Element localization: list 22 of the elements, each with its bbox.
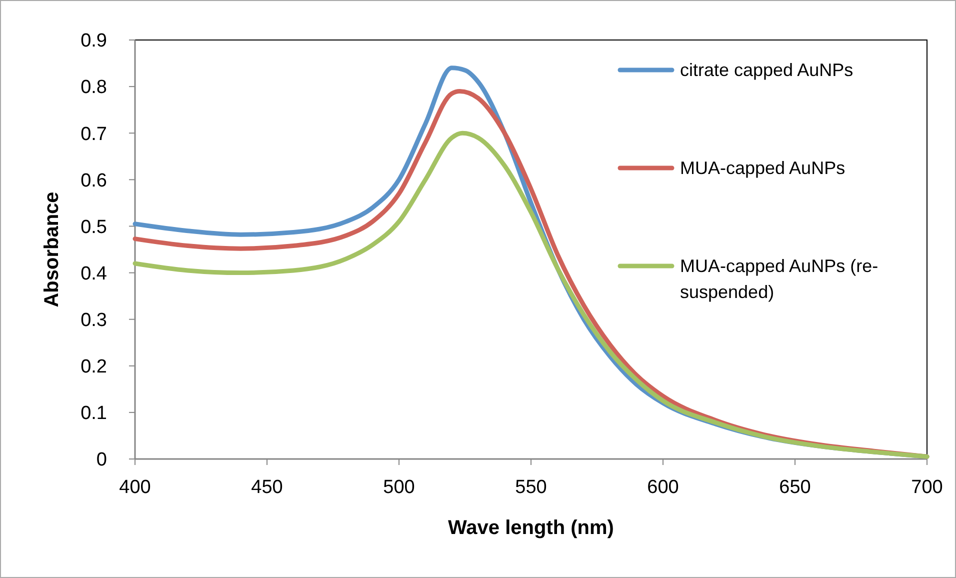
x-tick-label: 550 — [515, 477, 547, 498]
y-axis-title: Absorbance — [41, 192, 63, 308]
legend-label: citrate capped AuNPs — [680, 60, 854, 80]
y-tick-label: 0.2 — [80, 356, 107, 378]
legend-label: MUA-capped AuNPs — [680, 158, 846, 178]
y-tick-label: 0.1 — [80, 403, 107, 424]
y-tick-label: 0.8 — [80, 77, 107, 98]
y-tick-label: 0.9 — [80, 30, 107, 52]
x-tick-label: 500 — [383, 477, 415, 498]
x-tick-label: 650 — [779, 477, 811, 498]
x-axis-title: Wave length (nm) — [448, 517, 614, 539]
x-tick-label: 700 — [911, 477, 943, 498]
y-tick-label: 0 — [96, 450, 107, 471]
y-tick-label: 0.5 — [80, 216, 107, 238]
x-tick-label: 450 — [251, 477, 283, 498]
y-tick-label: 0.4 — [80, 263, 108, 284]
legend-label: MUA-capped AuNPs (re-suspended) — [680, 256, 878, 302]
x-tick-label: 600 — [647, 477, 679, 498]
y-tick-label: 0.7 — [80, 124, 107, 145]
y-tick-label: 0.3 — [80, 310, 107, 331]
x-tick-label: 400 — [119, 477, 151, 498]
y-tick-label: 0.6 — [80, 170, 107, 192]
